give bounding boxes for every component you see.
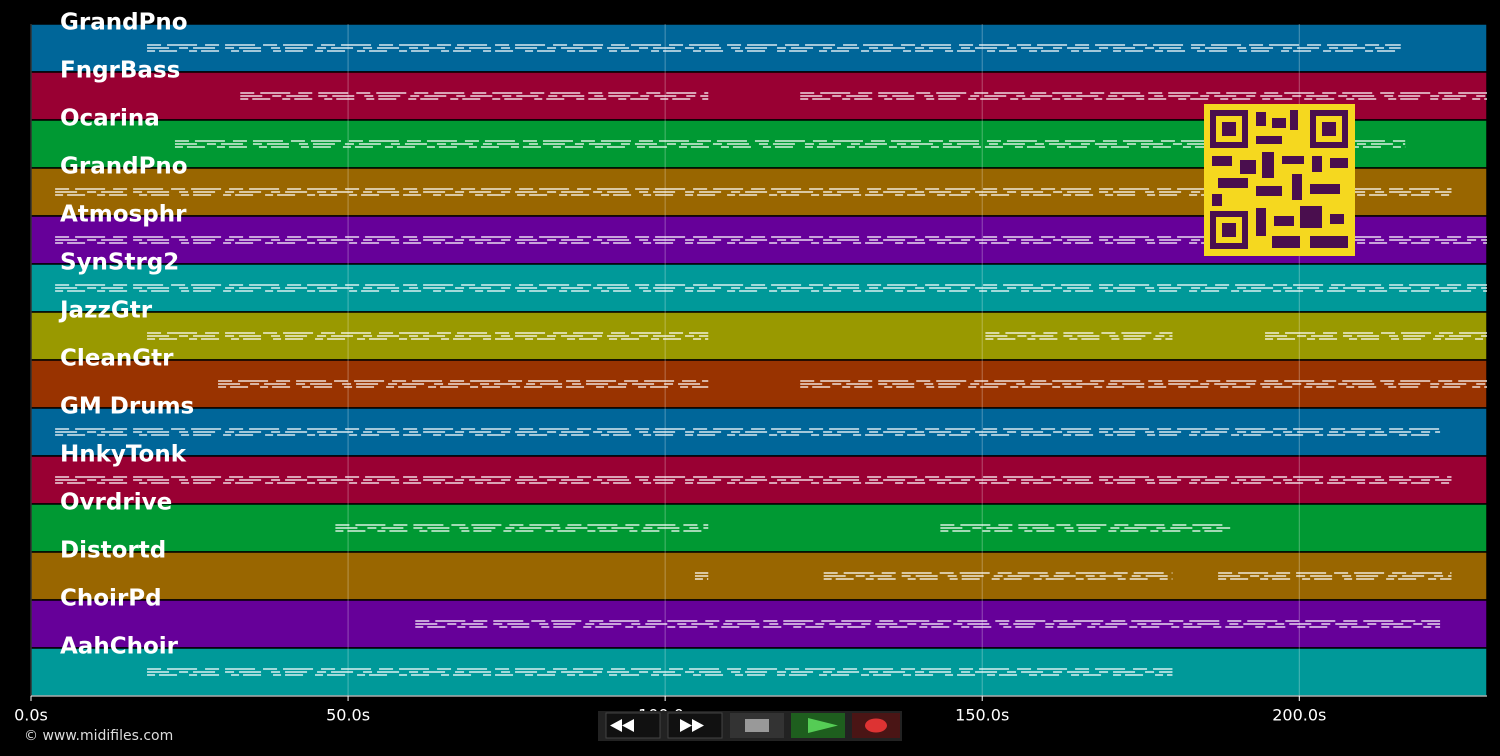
track-name: GrandPno (60, 154, 188, 180)
track-name: GM Drums (60, 394, 194, 420)
track-name: Ovrdrive (60, 490, 172, 516)
tick-label: 200.0s (1272, 706, 1326, 725)
track-name: CleanGtr (60, 346, 174, 372)
footer: © www.midifiles.com (24, 728, 173, 744)
note-span (985, 332, 1173, 340)
record-button[interactable] (852, 713, 900, 738)
tick-label: 0.0s (14, 706, 48, 725)
note-span (55, 284, 1487, 292)
rewind-button[interactable] (605, 712, 661, 739)
note-span (55, 428, 1441, 436)
track-name: Distortd (60, 538, 166, 564)
transport-controls (598, 711, 902, 741)
note-span (174, 140, 1406, 148)
qr-code (1204, 104, 1355, 256)
track-row (30, 551, 1488, 601)
note-span (240, 92, 709, 100)
note-span (823, 572, 1173, 580)
track-name: Atmosphr (60, 202, 187, 228)
track-name: Ocarina (60, 106, 160, 132)
track-name: SynStrg2 (60, 250, 179, 276)
note-span (940, 524, 1231, 532)
note-span (335, 524, 709, 532)
fast-forward-button[interactable] (667, 712, 723, 739)
note-span (694, 572, 709, 580)
note-span (147, 44, 1401, 52)
track-name: JazzGtr (58, 298, 153, 324)
note-span (1218, 572, 1452, 580)
note-span (147, 332, 709, 340)
note-span (1265, 332, 1487, 340)
note-span (415, 620, 1441, 628)
track-name: ChoirPd (60, 586, 162, 612)
track-name: FngrBass (60, 58, 180, 84)
track-name: GrandPno (60, 10, 188, 36)
note-span (218, 380, 709, 388)
tick-label: 150.0s (955, 706, 1009, 725)
note-span (147, 668, 1173, 676)
track-row (30, 503, 1488, 553)
stop-button[interactable] (730, 713, 784, 738)
track-name: AahChoir (60, 634, 179, 660)
play-button[interactable] (791, 713, 845, 738)
note-span (800, 380, 1487, 388)
note-span (55, 476, 1452, 484)
tick-label: 50.0s (326, 706, 370, 725)
track-name: HnkyTonk (60, 442, 187, 468)
note-span (800, 92, 1487, 100)
labels: GrandPno FngrBass Ocarina GrandPno Atmosphr S… (58, 10, 194, 660)
